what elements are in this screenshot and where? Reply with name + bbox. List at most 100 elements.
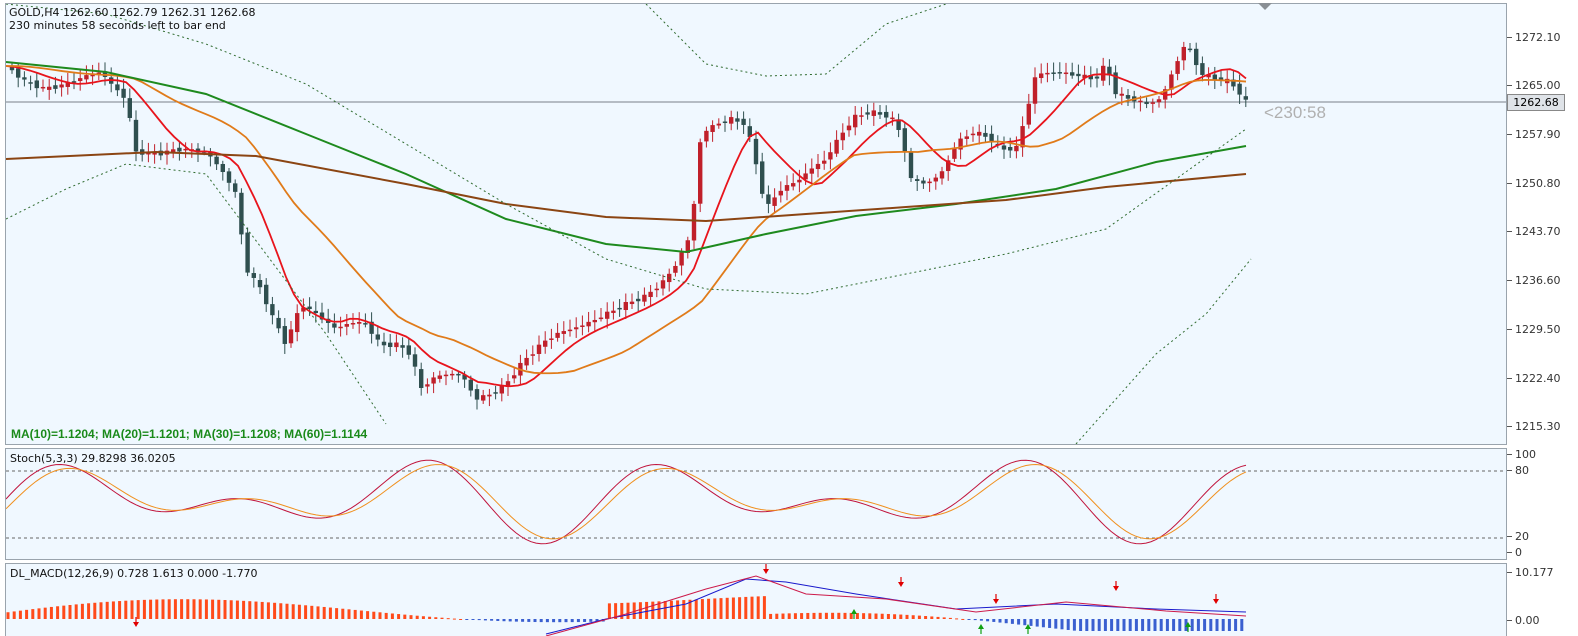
price-axis[interactable]: 1272.10 1265.00 1257.90 1250.80 1243.70 … [1507, 3, 1578, 445]
ma-long-line [6, 150, 1247, 223]
macd-histogram-bar [948, 617, 952, 619]
candle-body [1200, 63, 1205, 75]
price-chart-canvas[interactable] [6, 4, 1507, 445]
macd-histogram-bar [310, 605, 314, 619]
candle-body [152, 152, 157, 155]
macd-histogram-bar [583, 619, 587, 622]
candle-body [797, 179, 802, 183]
macd-pane[interactable]: DL_MACD(12,26,9) 0.728 1.613 0.000 -1.77… [5, 563, 1507, 636]
candle-body [47, 86, 52, 90]
candle-body [295, 313, 300, 333]
candle-body [989, 133, 994, 143]
macd-histogram-bar [1134, 619, 1138, 631]
macd-histogram-bar [1234, 619, 1238, 631]
chart-shift-marker-icon[interactable] [1258, 3, 1272, 10]
candle-body [133, 119, 139, 152]
macd-histogram-bar [1221, 619, 1225, 631]
macd-histogram-bar [409, 615, 413, 619]
candle-body [1231, 79, 1236, 87]
candle-body [574, 327, 579, 330]
macd-histogram-bar [390, 613, 394, 619]
ma-fast-line [6, 65, 1247, 388]
candle-body [530, 354, 535, 356]
candle-body [1144, 101, 1149, 105]
candle-body [710, 125, 715, 132]
macd-histogram-bar [831, 612, 835, 619]
macd-histogram-bar [403, 614, 407, 619]
macd-histogram-bar [595, 619, 599, 622]
macd-histogram-bar [297, 604, 301, 619]
stoch-tick: 20 [1507, 530, 1529, 543]
macd-histogram-bar [781, 613, 785, 619]
macd-histogram-bar [167, 599, 171, 619]
candle-body [964, 136, 969, 139]
macd-histogram-bar [855, 613, 859, 619]
candle-body [567, 329, 573, 332]
macd-histogram-bar [18, 610, 22, 619]
macd-histogram-bar [353, 609, 357, 619]
candle-body [1039, 73, 1044, 79]
candle-body [53, 85, 58, 89]
price-tick: 1222.40 [1507, 372, 1561, 385]
macd-histogram-bar [1122, 619, 1126, 631]
candle-body [1181, 46, 1186, 61]
candle-body [1063, 72, 1069, 75]
macd-histogram-bar [533, 619, 537, 623]
candle-body [766, 194, 771, 204]
candle-body [22, 77, 27, 80]
macd-histogram-bar [130, 600, 134, 619]
price-tick: 1243.70 [1507, 225, 1561, 238]
candle-body [760, 161, 765, 194]
macd-histogram-bar [1004, 619, 1008, 624]
macd-histogram-bar [1054, 619, 1058, 629]
candle-body [257, 279, 263, 288]
candle-body [319, 312, 325, 320]
macd-histogram-bar [707, 598, 711, 619]
candle-body [1076, 73, 1081, 77]
candle-body [1101, 65, 1106, 81]
macd-histogram-bar [161, 599, 165, 619]
macd-canvas[interactable] [6, 564, 1507, 636]
macd-histogram-bar [12, 611, 16, 619]
candle-body [927, 181, 932, 184]
candle-body [1243, 96, 1248, 100]
macd-histogram-bar [936, 616, 940, 619]
macd-histogram-bar [1029, 619, 1033, 626]
macd-histogram-bar [1184, 619, 1188, 631]
macd-histogram-bar [862, 613, 866, 619]
macd-histogram-bar [1209, 619, 1213, 631]
macd-histogram-bar [1091, 619, 1095, 631]
candle-body [276, 317, 281, 329]
stochastic-canvas[interactable] [6, 449, 1507, 560]
price-chart-pane[interactable]: GOLD,H4 1262.60 1262.79 1262.31 1262.68 … [5, 3, 1507, 445]
macd-histogram-bar [1097, 619, 1101, 631]
candle-body [78, 78, 83, 82]
macd-histogram-bar [775, 613, 779, 619]
candle-body [456, 373, 461, 376]
macd-histogram-bar [285, 603, 289, 619]
stochastic-pane[interactable]: Stoch(5,3,3) 29.8298 36.0205 [5, 448, 1507, 560]
candle-body [220, 163, 225, 173]
macd-histogram-bar [800, 613, 804, 619]
macd-histogram-bar [1165, 619, 1169, 631]
macd-histogram-bar [874, 613, 878, 619]
macd-histogram-bar [917, 615, 921, 619]
macd-histogram-bar [787, 613, 791, 619]
candle-body [890, 117, 895, 120]
macd-histogram-bar [514, 619, 518, 622]
candle-body [865, 112, 870, 115]
candle-body [884, 111, 889, 118]
macd-histogram-bar [806, 612, 810, 619]
candle-body [648, 291, 653, 298]
macd-label: DL_MACD(12,26,9) 0.728 1.613 0.000 -1.77… [10, 567, 258, 580]
candle-body [716, 123, 721, 126]
candle-body [332, 323, 337, 328]
candle-body [1020, 126, 1025, 148]
macd-histogram-bar [973, 619, 977, 621]
macd-histogram-bar [347, 609, 351, 619]
macd-histogram-bar [570, 619, 574, 623]
candle-body [1032, 77, 1038, 104]
macd-histogram-bar [998, 619, 1002, 623]
macd-histogram-bar [1017, 619, 1021, 625]
macd-histogram-bar [905, 614, 909, 619]
